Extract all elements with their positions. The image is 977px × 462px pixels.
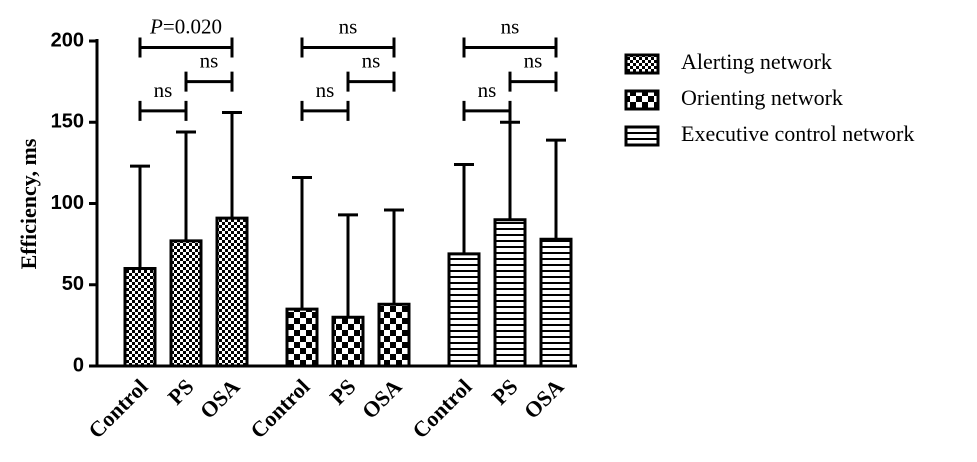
legend-swatch — [624, 125, 660, 147]
bar — [447, 252, 481, 368]
legend-label: Alerting network — [681, 49, 832, 74]
significance-label-value: =0.020 — [163, 15, 222, 39]
error-bars — [130, 111, 566, 318]
significance-label: ns — [316, 78, 335, 102]
bar — [285, 307, 319, 368]
x-tick-label: PS — [487, 374, 523, 410]
significance-label: P=0.020 — [149, 15, 222, 39]
bar — [123, 267, 157, 368]
bar — [493, 218, 527, 368]
bar — [539, 237, 573, 368]
y-tick-label: 200 — [51, 29, 84, 51]
significance-label: ns — [339, 15, 358, 39]
x-tick-label: Control — [407, 374, 476, 443]
y-tick-label: 100 — [51, 192, 84, 214]
significance-label: ns — [501, 15, 520, 39]
legend-label: Executive control network — [681, 121, 914, 146]
legend: Alerting network Orienting network Executi… — [624, 49, 914, 147]
y-axis-title: Efficiency, ms — [16, 138, 41, 269]
significance-label: ns — [478, 78, 497, 102]
legend-label: Orienting network — [681, 85, 843, 110]
y-tick-label: 0 — [73, 354, 84, 376]
significance-label-p: P — [149, 15, 163, 39]
bars — [123, 216, 573, 368]
significance-label: ns — [524, 49, 543, 73]
x-tick-label: Control — [83, 374, 152, 443]
bar — [331, 315, 365, 368]
x-tick-label: OSA — [195, 374, 245, 424]
x-tick-label: PS — [325, 374, 361, 410]
y-tick-label: 50 — [62, 273, 84, 295]
y-tick-label: 150 — [51, 111, 84, 133]
significance-label: ns — [200, 49, 219, 73]
x-tick-label: OSA — [357, 374, 407, 424]
x-tick-label: Control — [245, 374, 314, 443]
x-tick-label: PS — [163, 374, 199, 410]
bar — [169, 239, 203, 368]
x-tick-label: OSA — [519, 374, 569, 424]
bar — [215, 216, 249, 368]
bar — [377, 302, 411, 368]
legend-swatch — [624, 89, 660, 111]
significance-label: ns — [362, 49, 381, 73]
significance-label: ns — [154, 78, 173, 102]
legend-swatch — [624, 53, 660, 75]
